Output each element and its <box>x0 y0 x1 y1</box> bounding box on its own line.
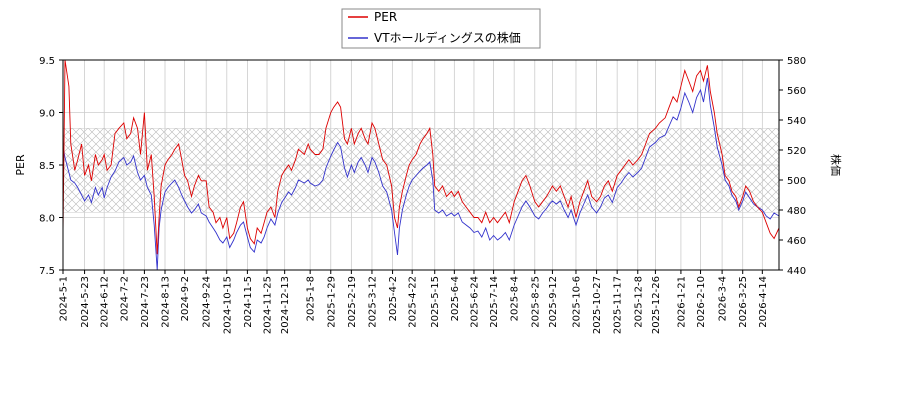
x-tick-label: 2024-7-23 <box>140 276 151 328</box>
y-left-tick-label: 9.0 <box>39 109 55 120</box>
x-tick-label: 2025-12-8 <box>633 276 644 328</box>
x-tick-label: 2025-4-22 <box>408 276 419 328</box>
y-axis-right: 440 460 480 500 520 540 560 580 <box>779 56 806 277</box>
x-tick-label: 2026-2-10 <box>696 276 707 328</box>
x-tick-label: 2024-6-12 <box>100 276 111 328</box>
y-axis-left: 7.5 8.0 8.5 9.0 9.5 <box>39 56 63 277</box>
y-right-tick-label: 440 <box>787 266 806 277</box>
y-right-tick-label: 580 <box>787 56 806 67</box>
x-tick-label: 2024-11-5 <box>243 276 254 328</box>
y-right-tick-label: 480 <box>787 206 806 217</box>
x-tick-label: 2025-7-14 <box>489 276 500 328</box>
x-tick-label: 2024-12-13 <box>280 276 291 334</box>
series-line-stock-price <box>63 77 779 270</box>
y-right-tick-label: 540 <box>787 116 806 127</box>
x-tick-label: 2025-2-19 <box>347 276 358 328</box>
y-left-tick-label: 8.5 <box>39 161 55 172</box>
y-right-tick-label: 460 <box>787 236 806 247</box>
x-tick-label: 2025-6-24 <box>469 276 480 328</box>
x-tick-label: 2025-12-26 <box>651 276 662 334</box>
x-tick-label: 2024-8-13 <box>161 276 172 328</box>
x-tick-label: 2024-7-2 <box>119 276 130 321</box>
x-tick-label: 2024-9-2 <box>180 276 191 321</box>
series-line-per <box>63 60 779 255</box>
x-tick-label: 2025-8-4 <box>510 276 521 321</box>
x-tick-label: 2025-8-25 <box>530 276 541 328</box>
x-tick-label: 2025-10-27 <box>592 276 603 334</box>
x-tick-label: 2026-4-14 <box>758 276 769 328</box>
legend-label-price: VTホールディングスの株価 <box>374 30 521 45</box>
legend: PER VTホールディングスの株価 <box>341 8 541 49</box>
x-tick-label: 2025-4-2 <box>388 276 399 321</box>
x-tick-label: 2026-3-25 <box>738 276 749 328</box>
x-axis: 2024-5-1 2024-5-23 2024-6-12 2024-7-2 2024-7… <box>59 270 769 334</box>
x-tick-label: 2024-10-15 <box>222 276 233 334</box>
x-tick-label: 2024-5-1 <box>59 276 70 321</box>
legend-label-per: PER <box>374 10 397 24</box>
x-tick-label: 2024-11-25 <box>263 276 274 334</box>
x-tick-label: 2025-10-6 <box>571 276 582 328</box>
plot-area <box>62 59 780 271</box>
y-axis-left-title: PER <box>14 154 27 176</box>
y-axis-right-title: 株価 <box>829 154 843 176</box>
x-tick-label: 2025-1-8 <box>306 276 317 321</box>
x-tick-label: 2024-5-23 <box>80 276 91 328</box>
x-tick-label: 2025-5-15 <box>430 276 441 328</box>
x-tick-label: 2025-11-17 <box>613 276 624 334</box>
y-left-tick-label: 9.5 <box>39 56 55 67</box>
x-tick-label: 2025-9-12 <box>548 276 559 328</box>
y-right-tick-label: 560 <box>787 86 806 97</box>
legend-box <box>341 8 541 49</box>
x-tick-label: 2025-6-4 <box>450 276 461 321</box>
x-tick-label: 2025-1-29 <box>326 276 337 328</box>
y-right-tick-label: 500 <box>787 176 806 187</box>
x-tick-label: 2025-3-12 <box>367 276 378 328</box>
x-tick-label: 2024-9-24 <box>202 276 213 328</box>
y-left-tick-label: 7.5 <box>39 266 55 277</box>
y-left-tick-label: 8.0 <box>39 214 55 225</box>
y-right-tick-label: 520 <box>787 146 806 157</box>
x-tick-label: 2026-1-21 <box>676 276 687 328</box>
x-tick-label: 2026-3-4 <box>718 276 729 321</box>
